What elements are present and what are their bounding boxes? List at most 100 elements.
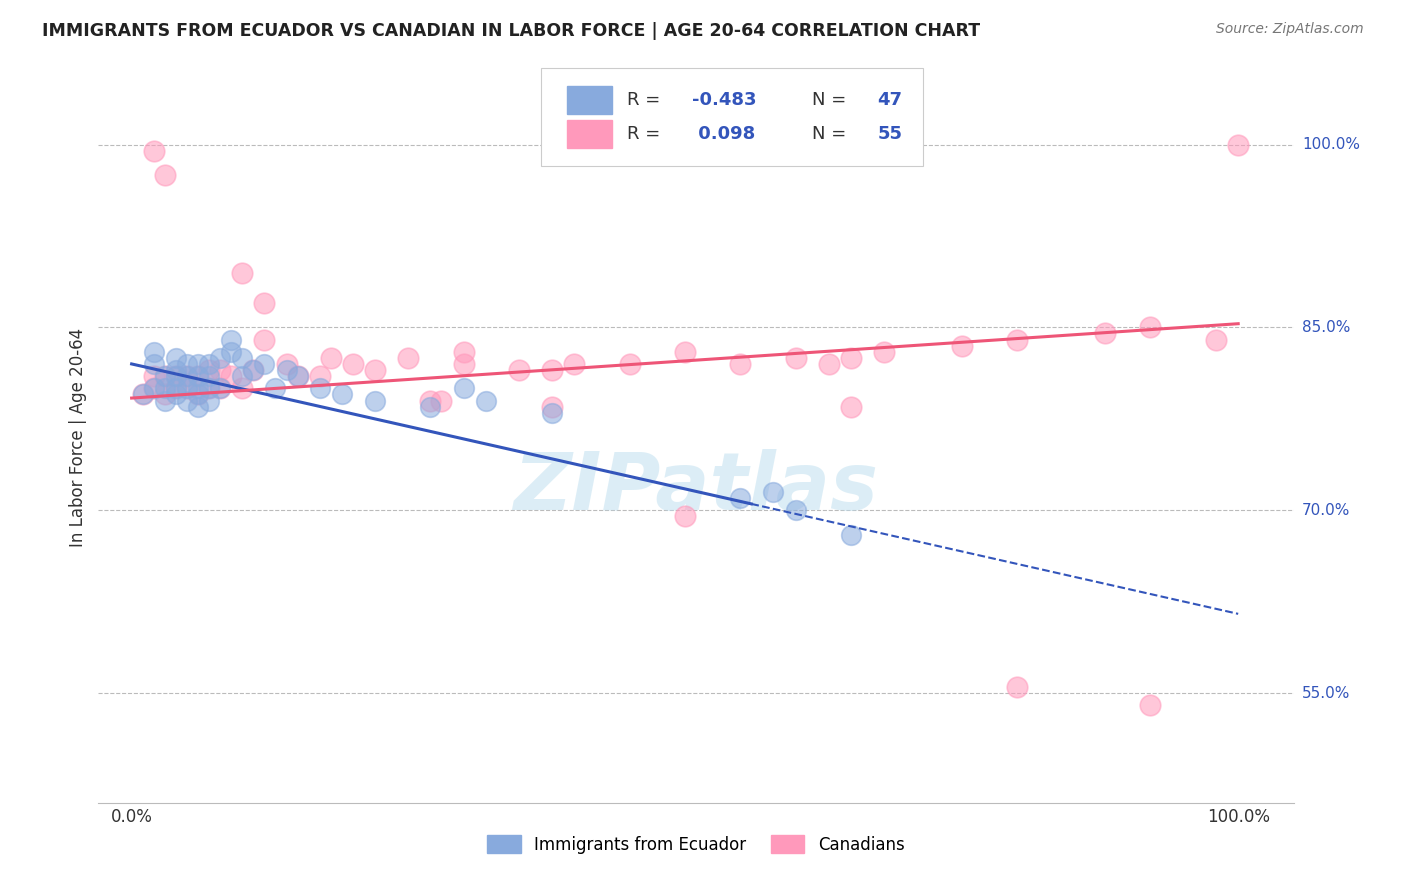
Point bbox=[673, 344, 696, 359]
Text: R =: R = bbox=[627, 125, 665, 144]
Point bbox=[253, 333, 276, 347]
Text: R =: R = bbox=[627, 91, 665, 109]
Point bbox=[308, 381, 330, 395]
Text: IMMIGRANTS FROM ECUADOR VS CANADIAN IN LABOR FORCE | AGE 20-64 CORRELATION CHART: IMMIGRANTS FROM ECUADOR VS CANADIAN IN L… bbox=[42, 22, 980, 40]
Point bbox=[142, 357, 165, 371]
Point bbox=[176, 357, 198, 371]
Point bbox=[176, 381, 198, 395]
Point bbox=[176, 381, 198, 395]
Y-axis label: In Labor Force | Age 20-64: In Labor Force | Age 20-64 bbox=[69, 327, 87, 547]
Point bbox=[728, 357, 751, 371]
Text: Source: ZipAtlas.com: Source: ZipAtlas.com bbox=[1216, 22, 1364, 37]
Point bbox=[198, 357, 221, 371]
Text: ZIPatlas: ZIPatlas bbox=[513, 450, 879, 527]
Point bbox=[342, 357, 364, 371]
Point bbox=[165, 381, 187, 395]
Text: 55: 55 bbox=[877, 125, 903, 144]
Point bbox=[131, 387, 153, 401]
Legend: Immigrants from Ecuador, Canadians: Immigrants from Ecuador, Canadians bbox=[481, 829, 911, 860]
Text: 70.0%: 70.0% bbox=[1302, 503, 1350, 517]
Point bbox=[762, 485, 785, 500]
Point bbox=[276, 357, 298, 371]
Point bbox=[165, 369, 187, 384]
Point bbox=[219, 369, 242, 384]
Point bbox=[219, 333, 242, 347]
Point bbox=[839, 527, 862, 541]
Point bbox=[474, 393, 496, 408]
Point bbox=[673, 509, 696, 524]
Point bbox=[165, 351, 187, 365]
Point bbox=[419, 400, 441, 414]
Point bbox=[453, 381, 475, 395]
Point bbox=[153, 393, 176, 408]
Point bbox=[165, 363, 187, 377]
Point bbox=[187, 387, 209, 401]
Text: 100.0%: 100.0% bbox=[1302, 137, 1360, 152]
FancyBboxPatch shape bbox=[541, 68, 922, 167]
Point bbox=[562, 357, 585, 371]
Point bbox=[728, 491, 751, 505]
Point bbox=[308, 369, 330, 384]
Point bbox=[176, 369, 198, 384]
Text: 55.0%: 55.0% bbox=[1302, 686, 1350, 700]
Point bbox=[153, 387, 176, 401]
Point bbox=[264, 381, 287, 395]
Point bbox=[198, 381, 221, 395]
Point bbox=[1094, 326, 1116, 341]
Point bbox=[1139, 320, 1161, 334]
Point bbox=[142, 369, 165, 384]
Point bbox=[209, 381, 232, 395]
Point bbox=[187, 381, 209, 395]
Point bbox=[142, 344, 165, 359]
Point bbox=[541, 363, 564, 377]
Point bbox=[219, 344, 242, 359]
Point bbox=[153, 168, 176, 182]
Text: 47: 47 bbox=[877, 91, 903, 109]
Point bbox=[131, 387, 153, 401]
Point bbox=[1227, 137, 1250, 152]
Point bbox=[839, 400, 862, 414]
Point bbox=[453, 344, 475, 359]
Point bbox=[142, 381, 165, 395]
Point bbox=[187, 387, 209, 401]
Point bbox=[231, 266, 253, 280]
Point bbox=[209, 363, 232, 377]
Point bbox=[198, 393, 221, 408]
Point bbox=[242, 363, 264, 377]
Point bbox=[364, 393, 387, 408]
Point bbox=[209, 351, 232, 365]
Point bbox=[176, 369, 198, 384]
Text: 0.098: 0.098 bbox=[692, 125, 755, 144]
Point bbox=[453, 357, 475, 371]
Point bbox=[541, 400, 564, 414]
Point bbox=[142, 144, 165, 158]
Point bbox=[396, 351, 419, 365]
Point bbox=[198, 381, 221, 395]
Point bbox=[231, 351, 253, 365]
Point bbox=[319, 351, 342, 365]
Point bbox=[165, 381, 187, 395]
Point bbox=[198, 363, 221, 377]
Point bbox=[153, 381, 176, 395]
Point bbox=[187, 400, 209, 414]
Point bbox=[287, 369, 309, 384]
Point bbox=[165, 387, 187, 401]
Point bbox=[165, 369, 187, 384]
Point bbox=[419, 393, 441, 408]
Point bbox=[198, 369, 221, 384]
FancyBboxPatch shape bbox=[567, 86, 613, 114]
Point bbox=[176, 393, 198, 408]
Point bbox=[1205, 333, 1227, 347]
Point bbox=[785, 503, 807, 517]
Point bbox=[253, 296, 276, 310]
Text: N =: N = bbox=[811, 125, 852, 144]
Text: N =: N = bbox=[811, 91, 852, 109]
Point bbox=[287, 369, 309, 384]
Point bbox=[231, 381, 253, 395]
Point bbox=[430, 393, 453, 408]
Text: 85.0%: 85.0% bbox=[1302, 320, 1350, 334]
Point bbox=[817, 357, 839, 371]
Point bbox=[508, 363, 530, 377]
Point bbox=[242, 363, 264, 377]
Point bbox=[1005, 333, 1028, 347]
